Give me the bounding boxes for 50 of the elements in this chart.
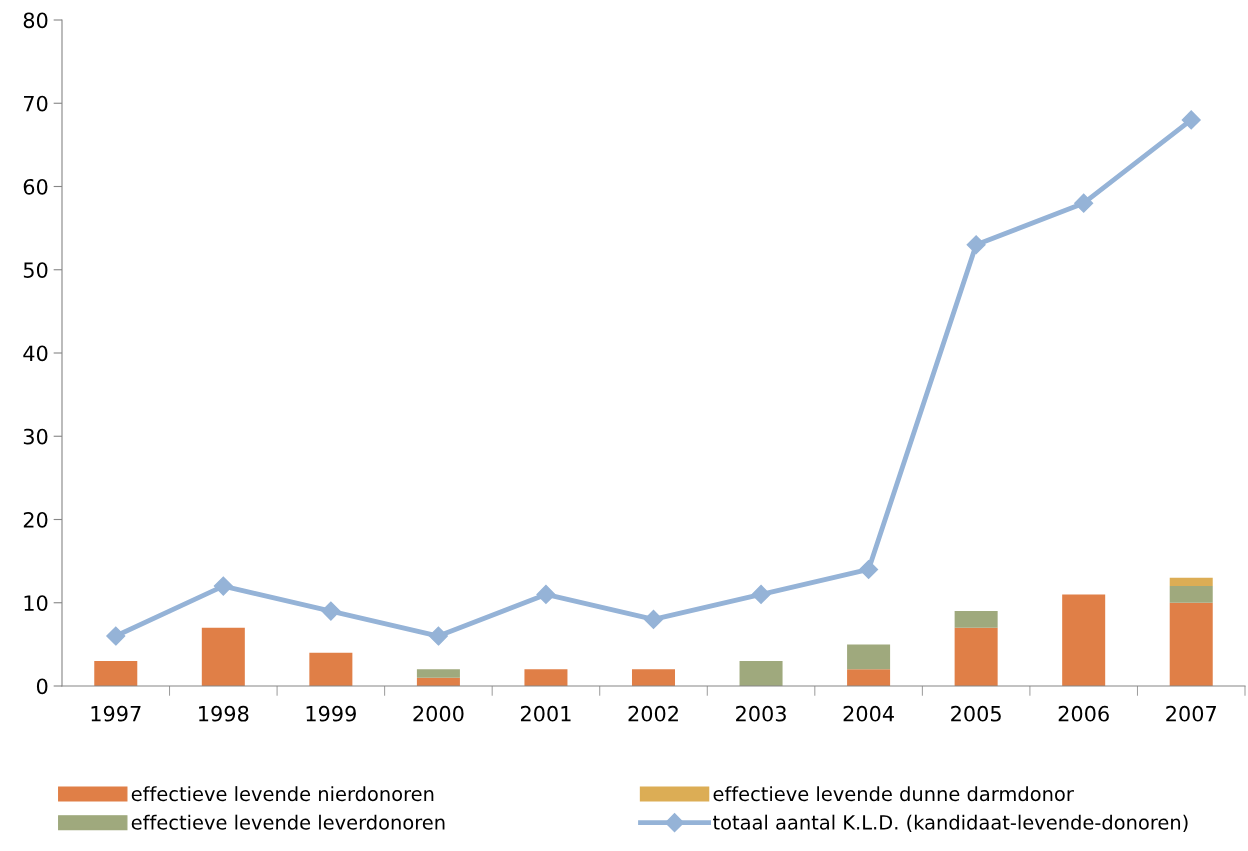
- y-tick-label: 10: [24, 595, 48, 611]
- bar: [631, 669, 676, 686]
- point: [213, 576, 233, 596]
- bar: [416, 669, 460, 678]
- point: [321, 601, 341, 621]
- legend-label: effectieve levende leverdonoren: [131, 814, 445, 830]
- bar: [1169, 602, 1213, 686]
- point: [106, 626, 126, 646]
- bar: [201, 627, 245, 686]
- legend-label: effectieve levende dunne darmdonor: [713, 786, 1074, 802]
- legend-label: totaal aantal K.L.D. (kandidaat-levende-donoren): [712, 814, 1188, 833]
- x-tick-label: 2000: [413, 705, 464, 722]
- bar: [739, 661, 783, 686]
- x-tick-label: 2003: [736, 705, 786, 722]
- bar: [847, 669, 891, 686]
- x-tick-label: 1997: [91, 705, 141, 722]
- legend-label: effectieve levende nierdonoren: [131, 786, 434, 802]
- point: [643, 609, 664, 629]
- y-tick-label: 30: [23, 428, 48, 445]
- y-tick-label: 40: [23, 345, 48, 362]
- y-tick-label: 80: [23, 12, 48, 29]
- point: [859, 559, 879, 579]
- bar: [94, 661, 138, 686]
- y-tick-label: 50: [23, 262, 48, 278]
- bar: [1062, 594, 1106, 686]
- y-tick-label: 70: [24, 95, 48, 112]
- point: [1074, 193, 1094, 213]
- point: [428, 626, 448, 646]
- y-tick-label: 60: [23, 178, 48, 195]
- x-tick-label: 2006: [1058, 705, 1109, 722]
- bar: [1169, 577, 1213, 587]
- point: [536, 584, 556, 604]
- x-tick-label: 2004: [843, 705, 894, 722]
- bar: [309, 652, 353, 686]
- y-tick-label: 0: [36, 678, 48, 695]
- point: [966, 235, 986, 255]
- bar: [954, 611, 998, 628]
- bar: [1169, 586, 1213, 603]
- point: [1181, 110, 1201, 130]
- bar: [954, 627, 998, 686]
- x-tick-label: 1999: [306, 705, 356, 722]
- bar: [524, 669, 568, 686]
- x-tick-label: 2002: [628, 705, 678, 722]
- x-tick-label: 1998: [199, 705, 249, 722]
- x-tick-label: 2007: [1166, 705, 1216, 722]
- y-tick-label: 20: [23, 511, 48, 528]
- x-tick-label: 2001: [520, 705, 571, 722]
- point: [751, 584, 771, 604]
- x-tick-label: 2005: [951, 705, 1001, 722]
- bar: [847, 644, 891, 670]
